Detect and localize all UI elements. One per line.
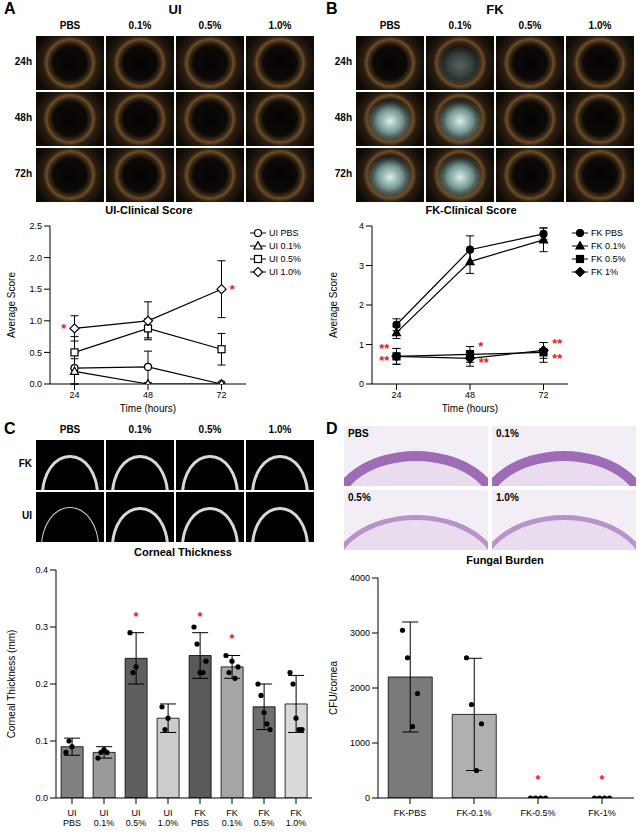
svg-text:4000: 4000 bbox=[350, 573, 370, 583]
svg-text:FKPBS: FKPBS bbox=[191, 808, 209, 828]
svg-text:1: 1 bbox=[359, 340, 364, 350]
html-text:PBS: PBS bbox=[59, 424, 81, 435]
html-text:D: D bbox=[326, 420, 338, 437]
svg-text:*: * bbox=[229, 631, 235, 646]
svg-text:Time (hours): Time (hours) bbox=[442, 403, 498, 414]
svg-text:UIPBS: UIPBS bbox=[63, 808, 81, 828]
html-text:0.5%: 0.5% bbox=[198, 424, 222, 435]
html-text:UI 0.1%: UI 0.1% bbox=[269, 240, 301, 251]
svg-text:0.0: 0.0 bbox=[35, 793, 48, 803]
html-text:C: C bbox=[4, 420, 16, 437]
html-text:PBS: PBS bbox=[59, 20, 81, 31]
svg-text:FK0.1%: FK0.1% bbox=[222, 808, 243, 828]
svg-text:48: 48 bbox=[465, 390, 475, 400]
html-text:0.1%: 0.1% bbox=[128, 424, 152, 435]
html-text:Fungal Burden: Fungal Burden bbox=[466, 554, 544, 566]
html-text:0.1%: 0.1% bbox=[496, 428, 519, 439]
svg-text:1000: 1000 bbox=[350, 738, 370, 748]
html-text:UI: UI bbox=[22, 510, 32, 521]
html-text:FK 1%: FK 1% bbox=[591, 266, 618, 277]
svg-text:*: * bbox=[599, 772, 605, 787]
svg-text:UI0.5%: UI0.5% bbox=[126, 808, 147, 828]
svg-text:1.0: 1.0 bbox=[29, 316, 42, 326]
svg-text:24: 24 bbox=[391, 390, 401, 400]
svg-text:FK-0.1%: FK-0.1% bbox=[456, 808, 491, 818]
svg-text:*: * bbox=[478, 339, 484, 354]
svg-text:**: ** bbox=[552, 336, 563, 351]
svg-text:*: * bbox=[133, 609, 139, 624]
html-text:UI 1.0%: UI 1.0% bbox=[269, 266, 301, 277]
svg-text:24: 24 bbox=[69, 390, 79, 400]
svg-text:**: ** bbox=[552, 351, 563, 366]
svg-text:0: 0 bbox=[365, 793, 370, 803]
html-text:FK 0.5%: FK 0.5% bbox=[591, 253, 626, 264]
svg-text:UI0.1%: UI0.1% bbox=[94, 808, 115, 828]
svg-text:0.4: 0.4 bbox=[35, 565, 48, 575]
html-text:A: A bbox=[4, 0, 16, 17]
svg-text:*: * bbox=[61, 321, 67, 336]
svg-text:2.5: 2.5 bbox=[29, 221, 42, 231]
html-text:0.5%: 0.5% bbox=[518, 20, 542, 31]
html-text:0.1%: 0.1% bbox=[128, 20, 152, 31]
svg-text:1.5: 1.5 bbox=[29, 284, 42, 294]
html-text:PBS: PBS bbox=[379, 20, 401, 31]
html-text:1.0%: 1.0% bbox=[588, 20, 612, 31]
svg-text:3: 3 bbox=[359, 261, 364, 271]
svg-text:72: 72 bbox=[216, 390, 226, 400]
html-text:UI PBS: UI PBS bbox=[269, 227, 299, 238]
html-text:24h: 24h bbox=[14, 56, 32, 67]
svg-text:3000: 3000 bbox=[350, 628, 370, 638]
html-text:PBS: PBS bbox=[348, 428, 369, 439]
html-text:UI 0.5%: UI 0.5% bbox=[269, 253, 301, 264]
html-text:24h: 24h bbox=[334, 56, 352, 67]
svg-text:FK-1%: FK-1% bbox=[588, 808, 616, 818]
svg-text:FK0.5%: FK0.5% bbox=[254, 808, 275, 828]
svg-text:2: 2 bbox=[359, 300, 364, 310]
svg-text:Time (hours): Time (hours) bbox=[120, 403, 176, 414]
svg-text:48: 48 bbox=[143, 390, 153, 400]
html-text:0.5%: 0.5% bbox=[198, 20, 222, 31]
svg-text:0.0: 0.0 bbox=[29, 379, 42, 389]
html-text:1.0%: 1.0% bbox=[268, 20, 292, 31]
svg-text:**: ** bbox=[479, 355, 490, 370]
svg-text:FK-0.5%: FK-0.5% bbox=[520, 808, 555, 818]
svg-text:UI1.0%: UI1.0% bbox=[158, 808, 179, 828]
html-text:B: B bbox=[326, 0, 338, 17]
html-text:FK-Clinical Score: FK-Clinical Score bbox=[425, 204, 517, 216]
html-text:FK PBS: FK PBS bbox=[591, 227, 623, 238]
svg-text:0.3: 0.3 bbox=[35, 622, 48, 632]
html-text:FK: FK bbox=[486, 2, 504, 17]
svg-text:*: * bbox=[535, 772, 541, 787]
html-text:FK: FK bbox=[18, 458, 32, 469]
svg-text:0.1: 0.1 bbox=[35, 736, 48, 746]
html-text:1.0%: 1.0% bbox=[268, 424, 292, 435]
html-text:48h: 48h bbox=[334, 112, 352, 123]
svg-text:2000: 2000 bbox=[350, 683, 370, 693]
svg-text:0.5: 0.5 bbox=[29, 348, 42, 358]
svg-text:Corneal Thickness (mm): Corneal Thickness (mm) bbox=[6, 630, 17, 739]
svg-text:FK-PBS: FK-PBS bbox=[394, 808, 427, 818]
svg-text:*: * bbox=[230, 282, 236, 297]
svg-text:72: 72 bbox=[538, 390, 548, 400]
html-text:UI-Clinical Score: UI-Clinical Score bbox=[105, 204, 193, 216]
svg-text:0: 0 bbox=[359, 379, 364, 389]
svg-text:0.2: 0.2 bbox=[35, 679, 48, 689]
svg-text:**: ** bbox=[379, 353, 390, 368]
html-text:72h: 72h bbox=[14, 168, 32, 179]
html-text:1.0%: 1.0% bbox=[496, 492, 519, 503]
svg-text:*: * bbox=[197, 609, 203, 624]
html-text:0.1%: 0.1% bbox=[448, 20, 472, 31]
html-text:FK 0.1%: FK 0.1% bbox=[591, 240, 626, 251]
svg-text:Average Score: Average Score bbox=[6, 272, 17, 338]
svg-text:2.0: 2.0 bbox=[29, 253, 42, 263]
html-text:72h: 72h bbox=[334, 168, 352, 179]
svg-text:4: 4 bbox=[359, 221, 364, 231]
svg-text:FK1.0%: FK1.0% bbox=[286, 808, 307, 828]
html-text:UI: UI bbox=[168, 2, 182, 17]
html-text:Corneal Thickness: Corneal Thickness bbox=[134, 546, 232, 558]
svg-text:Average Score: Average Score bbox=[328, 272, 339, 338]
html-text:48h: 48h bbox=[14, 112, 32, 123]
svg-text:CFU/cornea: CFU/cornea bbox=[328, 661, 339, 715]
html-text:0.5%: 0.5% bbox=[348, 492, 371, 503]
